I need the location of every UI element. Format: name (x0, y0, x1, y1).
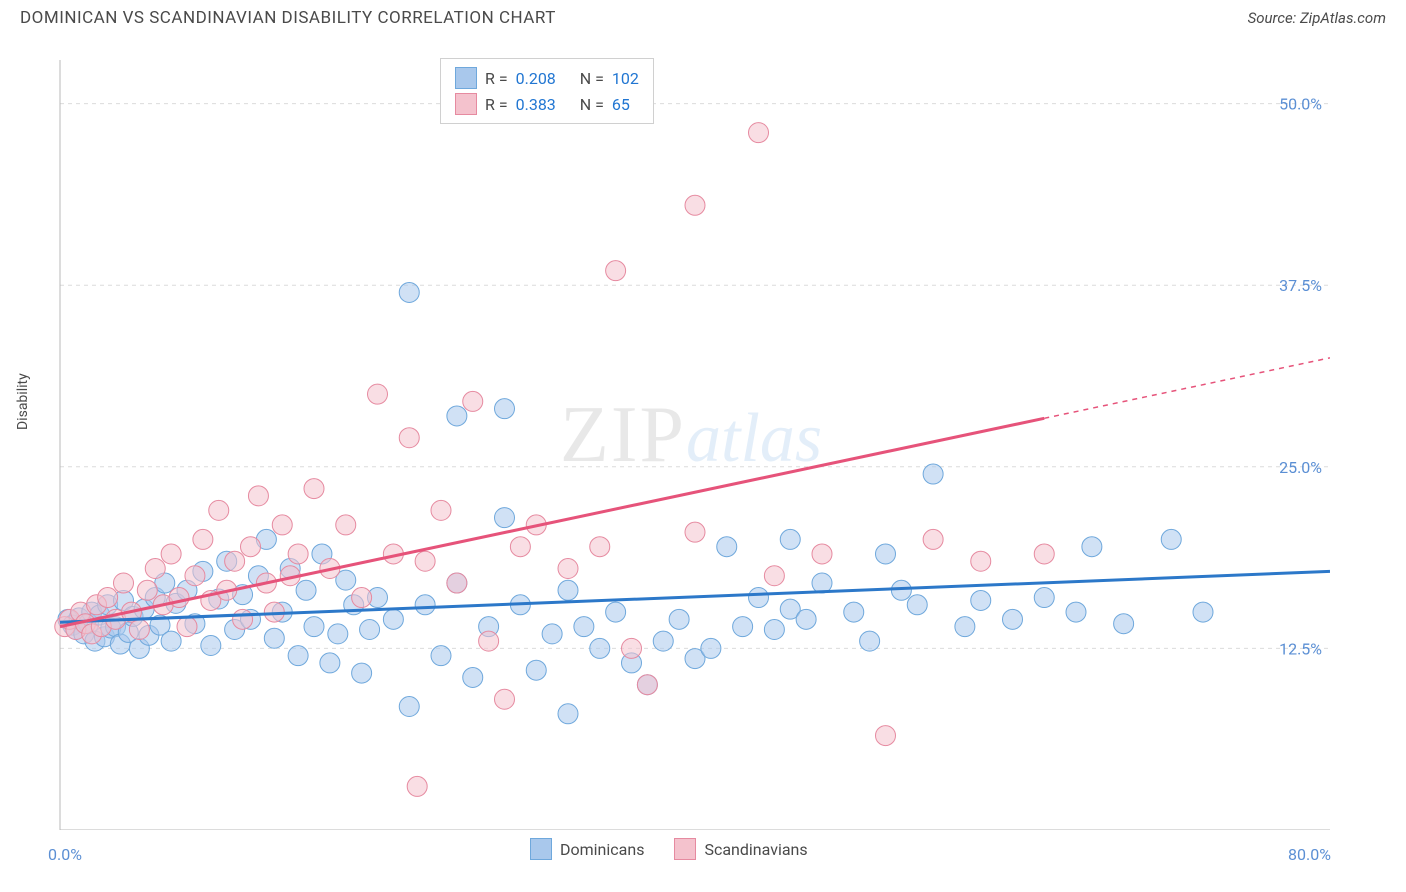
svg-text:37.5%: 37.5% (1279, 276, 1322, 295)
series-legend: DominicansScandinavians (530, 838, 808, 860)
svg-text:12.5%: 12.5% (1279, 639, 1322, 658)
chart-title: DOMINICAN VS SCANDINAVIAN DISABILITY COR… (20, 8, 556, 28)
correlation-legend: R =0.208 N =102 R =0.383 N = 65 (440, 58, 654, 124)
x-axis-start: 0.0% (48, 845, 82, 864)
y-axis-label: Disability (15, 373, 31, 430)
svg-text:50.0%: 50.0% (1279, 95, 1322, 114)
source-label: Source: ZipAtlas.com (1248, 9, 1386, 27)
x-axis-end: 80.0% (1288, 845, 1331, 864)
chart-canvas: 12.5% 25.0% 37.5% 50.0% (50, 50, 1330, 830)
svg-text:25.0%: 25.0% (1279, 458, 1322, 477)
